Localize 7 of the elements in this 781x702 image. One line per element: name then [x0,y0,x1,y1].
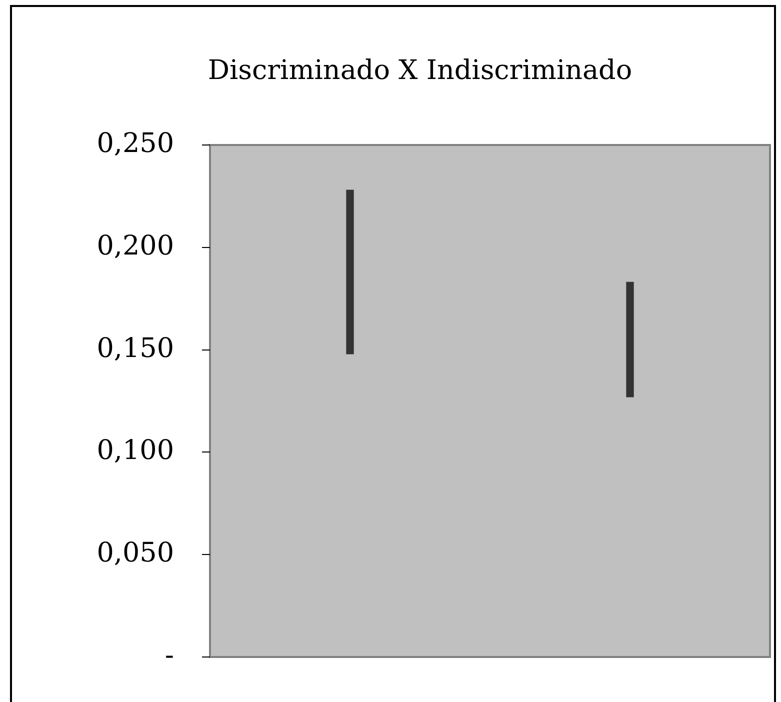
y-tick-label: 0,150 [96,332,174,364]
y-tick-label: 0,200 [96,230,174,262]
y-tick-label: 0,250 [96,128,174,160]
y-tick-label: - [164,640,174,672]
y-tick-label: 0,050 [96,538,174,569]
y-tick-label: 0,100 [96,435,174,466]
chart-title: Discriminado X Indiscriminado [208,55,632,86]
